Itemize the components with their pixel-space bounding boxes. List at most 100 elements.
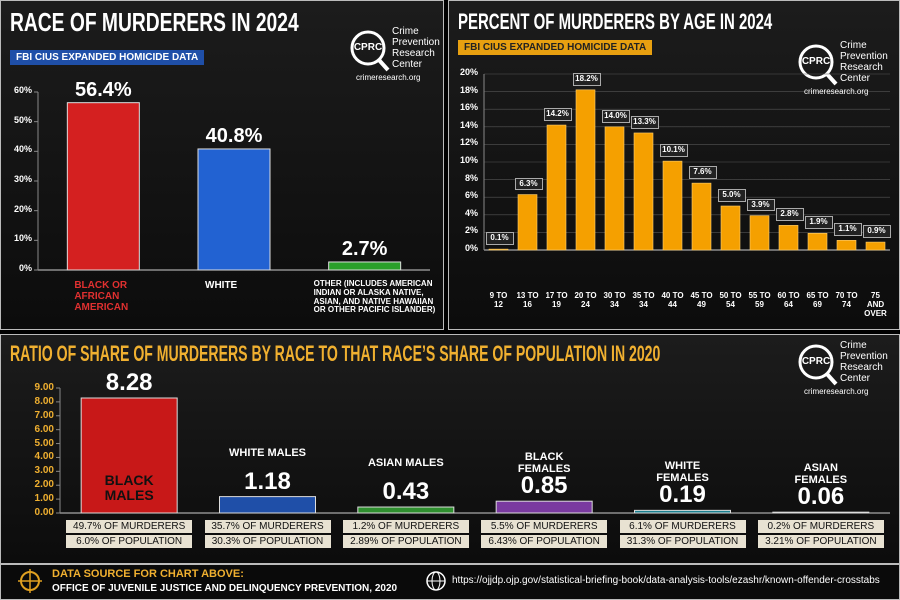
bar [546,124,567,251]
logo-ring [350,30,386,66]
x-tick-label: ASIAN MALES [367,457,444,470]
logo-mark: CPRC [353,42,383,53]
source-text: OFFICE OF JUVENILE JUSTICE AND DELINQUEN… [52,583,398,594]
value-label: 2.7% [341,237,388,260]
y-tick-label: 12% [459,137,478,148]
y-tick-label: 0% [464,243,478,253]
bar [517,194,538,251]
logo-ring [798,44,834,80]
note: 3.21% OF POPULATION [757,535,884,548]
x-tick-label: WHITE FEMALES [656,460,709,485]
logo-name: Research [840,62,883,73]
y-tick-label: 30% [13,174,32,184]
y-tick-label: 2.00 [34,479,54,491]
logo-name: Center [840,373,871,384]
x-tick-label: 75 AND OVER [864,291,887,318]
y-tick-label: 7.00 [34,409,54,421]
bar [691,182,712,251]
x-tick-label: 35 TO 34 [632,291,655,309]
chart-subtitle: FBI CIUS EXPANDED HOMICIDE DATA [10,50,205,65]
value-label: 0.19 [659,481,706,509]
note: 6.0% OF POPULATION [66,535,193,548]
y-tick-label: 5.00 [34,437,54,449]
bar [772,511,870,514]
x-tick-label: OTHER (INCLUDES AMERICAN INDIAN OR ALASK… [313,279,436,315]
bar [633,132,654,251]
logo-name: Research [392,48,435,59]
y-tick-label: 40% [13,144,32,155]
x-tick-label: 50 TO 54 [719,291,742,309]
chart-title: RACE OF MURDERERS IN 2024 [10,7,299,37]
value-label: 0.85 [520,472,568,500]
logo-handle [825,372,838,386]
logo-name: Crime [392,26,419,37]
bar [328,261,402,271]
y-tick-label: 50% [13,114,32,125]
note: 5.5% OF MURDERERS [481,520,608,533]
logo-name: Crime [840,340,867,351]
bar [197,148,271,271]
value-label: 1.18 [244,467,291,495]
logo-handle [377,58,390,72]
y-tick-label: 8% [464,172,478,183]
value-label: 5.0% [717,189,746,202]
y-tick-label: 10% [13,233,32,244]
y-tick-label: 20% [13,203,32,214]
x-tick-label: 13 TO 16 [516,291,539,309]
logo-name: Prevention [840,51,888,62]
x-tick-label: 9 TO 12 [489,291,508,309]
value-label: 0.1% [485,232,514,245]
note: 6.1% OF MURDERERS [619,520,746,533]
bar [865,241,886,251]
bar [219,496,316,514]
bar [488,248,509,251]
logo-name: Center [840,73,871,84]
value-label: 6.3% [514,177,543,191]
y-tick-label: 0% [18,263,32,273]
value-label: 14.0% [601,109,630,123]
value-label: 40.8% [205,124,263,147]
x-tick-label: WHITE [205,280,238,291]
x-tick-label: 45 TO 49 [690,291,713,309]
value-label: 8.28 [105,369,153,396]
note: 0.2% OF MURDERERS [757,520,884,533]
bar [836,240,857,251]
note: 6.43% OF POPULATION [481,535,608,548]
note: 31.3% OF POPULATION [619,535,746,548]
y-tick-label: 10% [459,155,478,165]
value-label: 10.1% [659,144,688,157]
logo-url: crimeresearch.org [804,387,869,396]
logo-mark: CPRC [801,56,831,67]
y-tick-label: 60% [13,85,32,95]
y-tick-label: 2% [464,225,478,236]
x-tick-label: ASIAN FEMALES [794,462,848,487]
chart-title: RATIO OF SHARE OF MURDERERS BY RACE TO T… [10,341,661,366]
footer [0,564,900,600]
note: 49.7% OF MURDERERS [66,520,193,533]
value-label: 7.6% [688,166,717,179]
logo-handle [825,72,838,86]
logo-ring [798,344,834,380]
value-label: 0.43 [382,478,430,506]
bar [495,500,593,514]
bar [357,506,455,514]
chart-subtitle: FBI CIUS EXPANDED HOMICIDE DATA [458,40,653,55]
value-label: 1.1% [833,223,862,237]
logo-url: crimeresearch.org [356,73,421,82]
logo-name: Center [392,59,423,70]
x-tick-label: BLACK OR AFRICAN AMERICAN [74,280,129,313]
bar [720,205,741,251]
bar [66,102,140,271]
y-tick-label: 0.00 [34,507,54,518]
x-tick-label: 70 TO 74 [835,291,858,309]
source-heading: DATA SOURCE FOR CHART ABOVE: [52,568,244,580]
x-tick-label: 60 TO 64 [777,291,800,309]
value-label: 18.2% [572,72,601,86]
y-tick-label: 8.00 [34,395,54,407]
bar [634,509,731,514]
logo-name: Prevention [392,37,440,48]
x-tick-label: BLACK MALES [104,472,154,504]
chart-title: PERCENT OF MURDERERS BY AGE IN 2024 [458,9,773,34]
value-label: 3.9% [746,198,775,212]
